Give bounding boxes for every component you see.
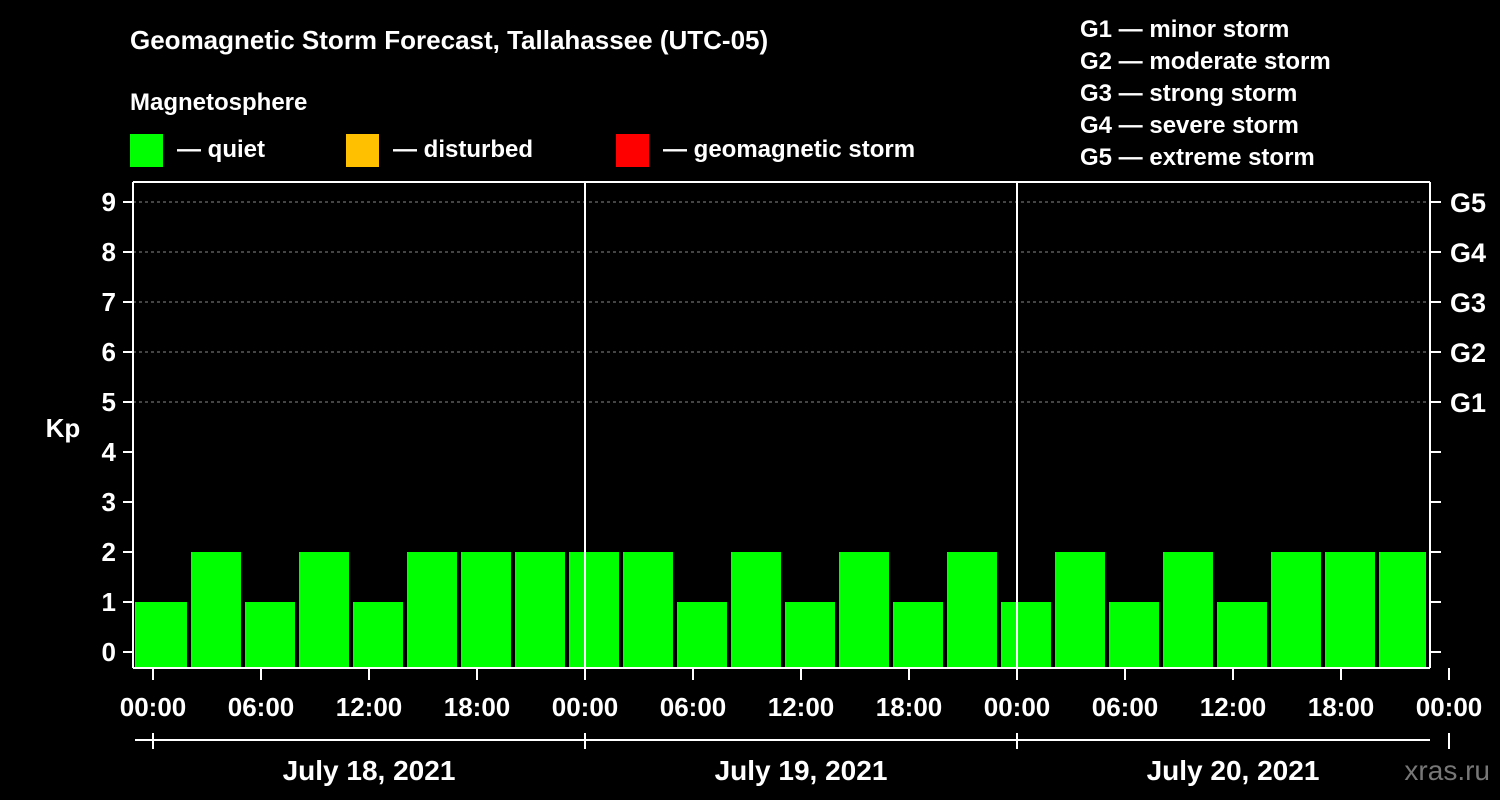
kp-bar bbox=[353, 602, 403, 668]
day-label-2: July 19, 2021 bbox=[715, 755, 888, 786]
x-tick-label: 12:00 bbox=[1200, 692, 1267, 722]
kp-bar bbox=[245, 602, 295, 668]
y-tick-label: 0 bbox=[102, 637, 116, 667]
y-tick-label: 1 bbox=[102, 587, 116, 617]
kp-bar bbox=[785, 602, 835, 668]
kp-bar bbox=[191, 552, 241, 668]
kp-bar bbox=[731, 552, 781, 668]
x-tick-label: 06:00 bbox=[1092, 692, 1159, 722]
kp-bar bbox=[623, 552, 673, 668]
y-tick-label: 2 bbox=[102, 537, 116, 567]
kp-bar bbox=[1001, 602, 1051, 668]
day-label-1: July 18, 2021 bbox=[283, 755, 456, 786]
y-tick-label: 7 bbox=[102, 287, 116, 317]
kp-bar bbox=[893, 602, 943, 668]
x-tick-label: 06:00 bbox=[228, 692, 295, 722]
legend-label-3: — geomagnetic storm bbox=[663, 136, 915, 163]
x-tick-label: 06:00 bbox=[660, 692, 727, 722]
kp-bar bbox=[569, 552, 619, 668]
kp-bar bbox=[515, 552, 565, 668]
x-tick-label: 12:00 bbox=[768, 692, 835, 722]
g-scale-label-G3: G3 bbox=[1450, 288, 1486, 318]
chart-title: Geomagnetic Storm Forecast, Tallahassee … bbox=[130, 25, 768, 55]
x-tick-label: 00:00 bbox=[552, 692, 619, 722]
kp-bar bbox=[1109, 602, 1159, 668]
x-tick-label: 18:00 bbox=[444, 692, 511, 722]
g-scale-label-G2: G2 bbox=[1450, 338, 1486, 368]
kp-bars bbox=[135, 552, 1426, 668]
grid-lines bbox=[133, 201, 1430, 403]
scale-legend-item-3: G3 — strong storm bbox=[1080, 80, 1297, 107]
x-tick-label: 00:00 bbox=[984, 692, 1051, 722]
kp-bar bbox=[1055, 552, 1105, 668]
scale-legend-item-1: G1 — minor storm bbox=[1080, 16, 1289, 43]
magnetosphere-legend: — quiet — disturbed — geomagnetic storm bbox=[130, 134, 915, 167]
legend-swatch-1 bbox=[130, 134, 163, 167]
storm-scale-legend: G1 — minor storm G2 — moderate storm G3 — … bbox=[1080, 16, 1331, 171]
day-label-3: July 20, 2021 bbox=[1147, 755, 1320, 786]
x-tick-label: 00:00 bbox=[120, 692, 187, 722]
scale-legend-item-5: G5 — extreme storm bbox=[1080, 144, 1315, 171]
kp-bar bbox=[677, 602, 727, 668]
kp-bar bbox=[299, 552, 349, 668]
y-tick-label: 6 bbox=[102, 337, 116, 367]
y-tick-label: 3 bbox=[102, 487, 116, 517]
day-divider-lines bbox=[584, 182, 1018, 668]
kp-bar bbox=[1379, 552, 1426, 668]
scale-legend-item-2: G2 — moderate storm bbox=[1080, 48, 1331, 75]
y-axis-ticks: 0 1 2 3 4 5 6 7 8 9 bbox=[102, 187, 133, 667]
legend-heading: Magnetosphere bbox=[130, 89, 307, 116]
x-axis-ticks: 00:00 06:00 12:00 18:00 00:00 06:00 12:00 18:00… bbox=[120, 668, 1483, 722]
y-tick-label: 5 bbox=[102, 387, 116, 417]
scale-legend-item-4: G4 — severe storm bbox=[1080, 112, 1299, 139]
g-scale-label-G5: G5 bbox=[1450, 188, 1486, 218]
y-tick-label: 4 bbox=[102, 437, 117, 467]
x-tick-label: 12:00 bbox=[336, 692, 403, 722]
legend-swatch-3 bbox=[616, 134, 649, 167]
g-scale-label-G4: G4 bbox=[1450, 238, 1486, 268]
g-scale-axis: G1 G2 G3 G4 G5 bbox=[1430, 188, 1486, 653]
x-tick-label: 00:00 bbox=[1416, 692, 1483, 722]
kp-bar bbox=[1163, 552, 1213, 668]
g-scale-label-G1: G1 bbox=[1450, 388, 1486, 418]
kp-bar bbox=[1217, 602, 1267, 668]
kp-bar bbox=[461, 552, 511, 668]
kp-bar bbox=[1325, 552, 1375, 668]
x-tick-label: 18:00 bbox=[1308, 692, 1375, 722]
legend-label-2: — disturbed bbox=[393, 136, 533, 163]
legend-label-1: — quiet bbox=[177, 136, 265, 163]
kp-bar bbox=[1271, 552, 1321, 668]
x-tick-label: 18:00 bbox=[876, 692, 943, 722]
watermark: xras.ru bbox=[1404, 755, 1490, 786]
day-labels: July 18, 2021 July 19, 2021 July 20, 2021 bbox=[135, 733, 1450, 786]
kp-bar bbox=[947, 552, 997, 668]
y-tick-label: 8 bbox=[102, 237, 116, 267]
kp-bar bbox=[135, 602, 187, 668]
legend-swatch-2 bbox=[346, 134, 379, 167]
kp-bar bbox=[839, 552, 889, 668]
y-axis-label: Kp bbox=[46, 413, 81, 443]
kp-bar bbox=[407, 552, 457, 668]
y-tick-label: 9 bbox=[102, 187, 116, 217]
